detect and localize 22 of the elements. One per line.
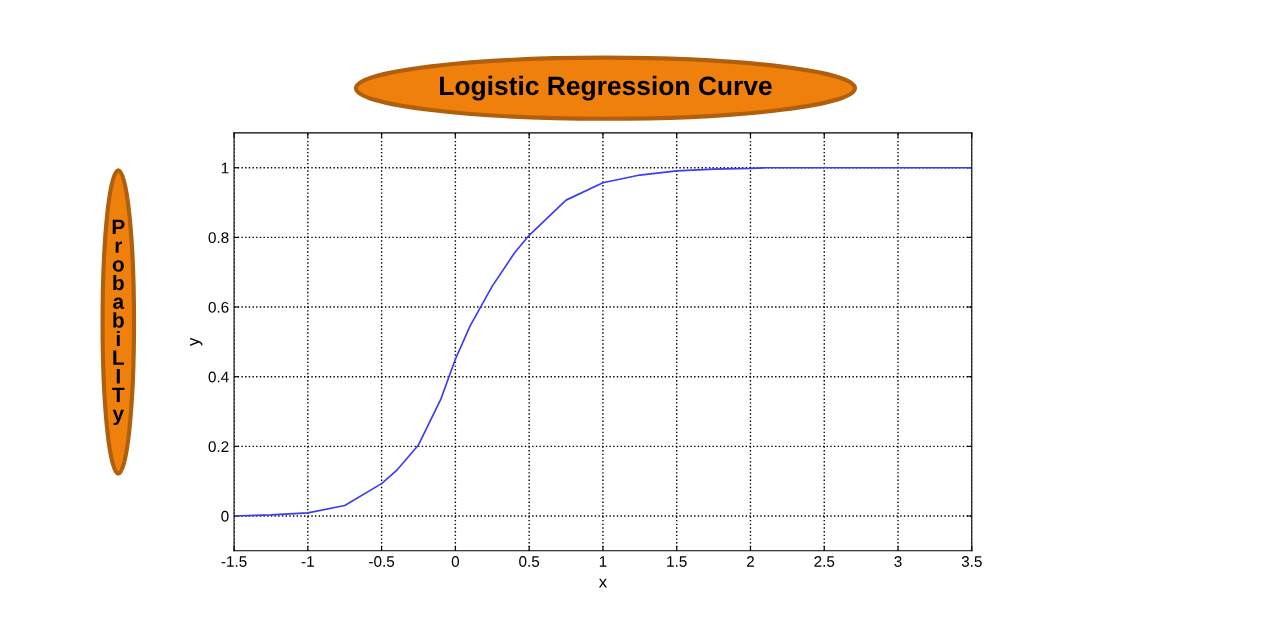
x-tick-label: -1.5 (221, 556, 247, 567)
x-tick-label: 1.5 (667, 556, 687, 567)
x-tick-label: -1 (301, 556, 314, 567)
x-tick-label: 0.5 (519, 556, 540, 567)
line-series (234, 166, 972, 517)
x-tick-label: 2.5 (814, 556, 835, 567)
y-tick-label: 1 (221, 162, 229, 174)
x-tick-label: 1 (599, 556, 607, 567)
y-tick-label: 0.4 (208, 371, 229, 383)
y-tick-label: 0.2 (208, 441, 229, 453)
x-tick-label: -0.5 (369, 556, 395, 567)
x-tick-label: 3.5 (961, 556, 982, 567)
chart-title: Logistic Regression Curve (440, 75, 772, 101)
y-tick-label: 0 (221, 510, 229, 522)
x-tick-label: 0 (451, 556, 460, 567)
x-tick-label: 3 (894, 556, 902, 567)
y-axis-title: y (190, 337, 203, 346)
y-tick-label: 0.8 (208, 232, 229, 244)
y-tick-label: 0.6 (208, 301, 229, 313)
text: ProbabiLITy (112, 219, 125, 426)
x-axis-title: x (598, 578, 607, 588)
x-tick-label: 2 (747, 556, 754, 567)
